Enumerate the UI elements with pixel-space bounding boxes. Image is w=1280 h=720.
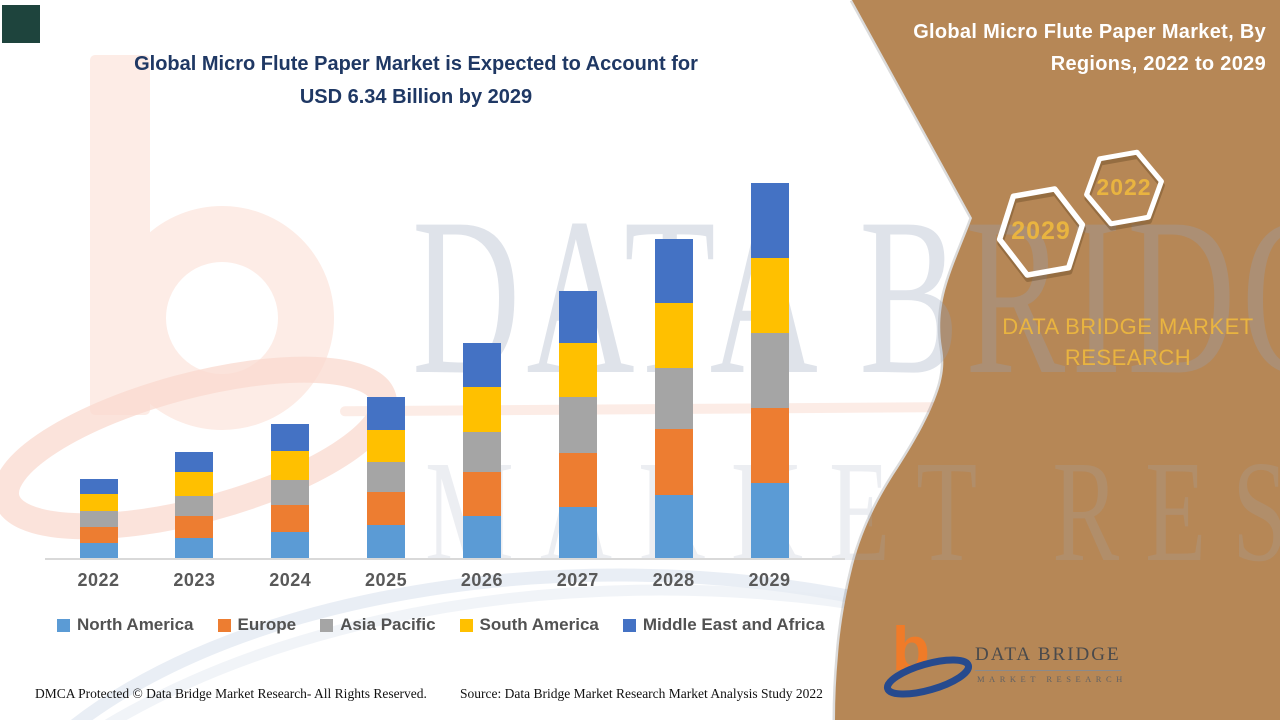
- bar-segment-middle-east-and-africa-2022: [79, 479, 118, 495]
- bar-2025: [367, 396, 406, 558]
- company-logo: b DATA BRIDGE MARKET RESEARCH: [880, 615, 1140, 708]
- bar-segment-south-america-2027: [558, 343, 597, 398]
- bar-2027: [558, 291, 597, 558]
- bar-segment-south-america-2022: [79, 494, 118, 512]
- legend-label-south-america: South America: [479, 615, 599, 634]
- bar-segment-south-america-2028: [654, 302, 693, 368]
- bar-segment-asia-pacific-2026: [462, 432, 501, 473]
- bar-2028: [654, 238, 693, 558]
- bar-segment-north-america-2028: [654, 495, 693, 558]
- logo-name: DATA BRIDGE: [975, 644, 1121, 671]
- bar-segment-asia-pacific-2028: [654, 367, 693, 429]
- legend-swatch-north-america: [57, 618, 70, 632]
- badge-year-2029: 2029: [1011, 217, 1071, 245]
- bar-2029: [750, 183, 789, 558]
- bar-segment-europe-2024: [271, 504, 310, 532]
- legend-item-asia-pacific: Asia Pacific: [320, 615, 436, 635]
- legend-swatch-asia-pacific: [320, 618, 334, 632]
- corner-accent-square: [2, 5, 40, 43]
- bar-segment-south-america-2024: [271, 451, 310, 481]
- bar-segment-middle-east-and-africa-2023: [175, 451, 214, 472]
- panel-title-line1: Global Micro Flute Paper Market, By: [913, 21, 1266, 43]
- bar-segment-europe-2026: [462, 472, 501, 516]
- bar-segment-south-america-2023: [175, 471, 214, 496]
- bar-segment-south-america-2026: [462, 387, 501, 433]
- bar-segment-north-america-2022: [79, 543, 118, 558]
- legend-swatch-europe: [217, 618, 231, 632]
- bar-segment-middle-east-and-africa-2028: [654, 238, 693, 303]
- axis-label-2023: 2023: [173, 570, 216, 590]
- bar-2026: [462, 343, 501, 558]
- axis-label-2028: 2028: [652, 570, 695, 590]
- legend-item-middle-east-and-africa: Middle East and Africa: [622, 615, 825, 635]
- bar-segment-middle-east-and-africa-2027: [558, 291, 597, 344]
- axis-label-2022: 2022: [77, 570, 120, 590]
- axis-label-2024: 2024: [269, 570, 312, 590]
- legend-swatch-south-america: [459, 618, 473, 632]
- axis-label-2026: 2026: [460, 570, 503, 590]
- bar-segment-north-america-2027: [558, 507, 597, 558]
- bar-segment-europe-2022: [79, 527, 118, 544]
- legend-label-middle-east-and-africa: Middle East and Africa: [642, 615, 825, 634]
- bar-segment-south-america-2029: [750, 257, 789, 333]
- axis-label-2025: 2025: [365, 570, 408, 590]
- chart-legend: North America Europe Asia Pacific South Ame…: [57, 615, 825, 635]
- badge-year-2022: 2022: [1096, 174, 1152, 200]
- bar-segment-north-america-2024: [271, 532, 310, 558]
- axis-label-2027: 2027: [556, 570, 599, 590]
- bar-segment-europe-2027: [558, 453, 597, 508]
- bar-segment-middle-east-and-africa-2024: [271, 423, 310, 452]
- bar-2022: [79, 479, 118, 558]
- dmca-notice: DMCA Protected © Data Bridge Market Rese…: [35, 686, 427, 701]
- brand-wordmark-line1: DATA BRIDGE MARKET: [1002, 314, 1254, 339]
- bar-segment-europe-2025: [367, 491, 406, 525]
- legend-label-europe: Europe: [237, 615, 297, 634]
- panel-title-line2: Regions, 2022 to 2029: [1050, 53, 1266, 75]
- logo-swoosh-icon: [883, 656, 973, 698]
- panel-title: Global Micro Flute Paper Market, By Regi…: [858, 16, 1266, 80]
- bar-segment-asia-pacific-2029: [750, 332, 789, 408]
- page-title-line1: Global Micro Flute Paper Market is Expec…: [134, 53, 698, 75]
- bar-segment-asia-pacific-2023: [175, 495, 214, 517]
- legend-label-north-america: North America: [77, 615, 194, 634]
- bar-segment-asia-pacific-2022: [79, 511, 118, 528]
- bar-2023: [175, 451, 214, 558]
- logo-tagline: MARKET RESEARCH: [977, 674, 1127, 684]
- legend-item-europe: Europe: [217, 615, 297, 635]
- bar-segment-asia-pacific-2027: [558, 397, 597, 454]
- legend-swatch-middle-east-and-africa: [622, 618, 636, 632]
- bar-segment-europe-2028: [654, 428, 693, 496]
- bar-segment-north-america-2023: [175, 537, 214, 558]
- bar-segment-asia-pacific-2025: [367, 461, 406, 492]
- bar-segment-europe-2023: [175, 516, 214, 538]
- bar-segment-north-america-2026: [462, 516, 501, 558]
- bar-2024: [271, 423, 310, 558]
- bar-segment-asia-pacific-2024: [271, 480, 310, 505]
- bar-segment-north-america-2025: [367, 524, 406, 558]
- bar-segment-middle-east-and-africa-2026: [462, 343, 501, 388]
- source-note: Source: Data Bridge Market Research Mark…: [460, 686, 823, 701]
- bar-segment-middle-east-and-africa-2025: [367, 396, 406, 430]
- axis-label-2029: 2029: [748, 570, 791, 590]
- bar-segment-north-america-2029: [750, 482, 789, 558]
- bar-segment-europe-2029: [750, 407, 789, 483]
- legend-item-south-america: South America: [459, 615, 599, 635]
- page-title: Global Micro Flute Paper Market is Expec…: [56, 48, 776, 114]
- bar-segment-middle-east-and-africa-2029: [750, 183, 789, 258]
- page-title-line2: USD 6.34 Billion by 2029: [299, 86, 533, 108]
- x-axis-line: [45, 558, 845, 560]
- bar-segment-south-america-2025: [367, 429, 406, 462]
- brand-wordmark-line2: RESEARCH: [1064, 345, 1192, 370]
- legend-label-asia-pacific: Asia Pacific: [340, 615, 436, 634]
- brand-wordmark: DATA BRIDGE MARKET RESEARCH: [985, 311, 1271, 373]
- legend-item-north-america: North America: [57, 615, 194, 635]
